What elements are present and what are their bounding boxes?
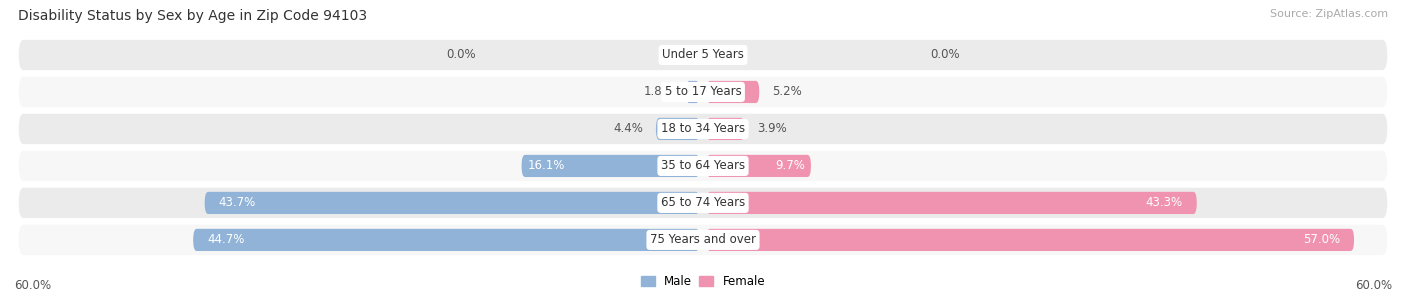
FancyBboxPatch shape (706, 81, 759, 103)
Text: 44.7%: 44.7% (207, 233, 245, 247)
FancyBboxPatch shape (193, 229, 700, 251)
Text: 1.8%: 1.8% (644, 85, 673, 98)
FancyBboxPatch shape (18, 77, 1388, 107)
Text: 9.7%: 9.7% (775, 159, 806, 172)
FancyBboxPatch shape (18, 151, 1388, 181)
Text: Under 5 Years: Under 5 Years (662, 48, 744, 61)
Text: 60.0%: 60.0% (14, 279, 51, 292)
Text: 75 Years and over: 75 Years and over (650, 233, 756, 247)
Text: 65 to 74 Years: 65 to 74 Years (661, 196, 745, 209)
Text: 16.1%: 16.1% (527, 159, 565, 172)
FancyBboxPatch shape (522, 155, 700, 177)
FancyBboxPatch shape (706, 155, 811, 177)
FancyBboxPatch shape (657, 118, 700, 140)
Text: Source: ZipAtlas.com: Source: ZipAtlas.com (1270, 9, 1388, 19)
FancyBboxPatch shape (706, 118, 744, 140)
FancyBboxPatch shape (18, 114, 1388, 144)
Text: 60.0%: 60.0% (1355, 279, 1392, 292)
Text: 5.2%: 5.2% (772, 85, 801, 98)
FancyBboxPatch shape (706, 229, 1354, 251)
Text: 57.0%: 57.0% (1303, 233, 1340, 247)
FancyBboxPatch shape (18, 188, 1388, 218)
Text: 4.4%: 4.4% (613, 123, 644, 136)
FancyBboxPatch shape (706, 192, 1197, 214)
Text: 3.9%: 3.9% (756, 123, 787, 136)
Legend: Male, Female: Male, Female (636, 270, 770, 292)
FancyBboxPatch shape (205, 192, 700, 214)
Text: 18 to 34 Years: 18 to 34 Years (661, 123, 745, 136)
Text: 0.0%: 0.0% (446, 48, 475, 61)
Text: Disability Status by Sex by Age in Zip Code 94103: Disability Status by Sex by Age in Zip C… (18, 9, 367, 23)
Text: 0.0%: 0.0% (931, 48, 960, 61)
Text: 35 to 64 Years: 35 to 64 Years (661, 159, 745, 172)
FancyBboxPatch shape (686, 81, 700, 103)
Text: 43.7%: 43.7% (218, 196, 256, 209)
Text: 5 to 17 Years: 5 to 17 Years (665, 85, 741, 98)
Text: 43.3%: 43.3% (1146, 196, 1182, 209)
FancyBboxPatch shape (18, 40, 1388, 70)
FancyBboxPatch shape (18, 225, 1388, 255)
